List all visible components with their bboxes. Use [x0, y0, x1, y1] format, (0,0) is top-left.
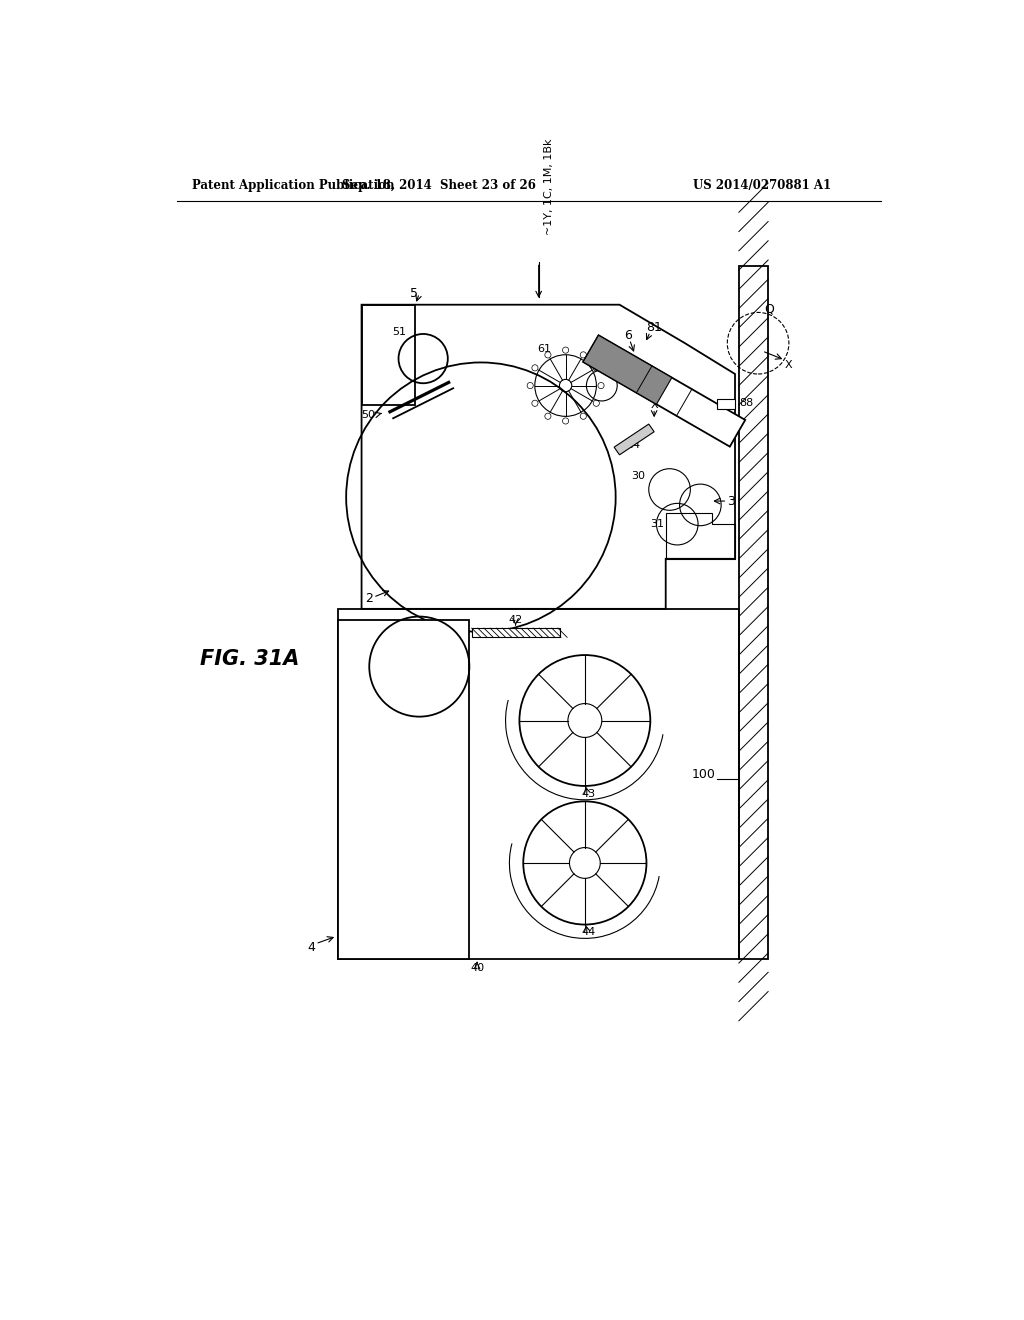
Text: 41: 41: [369, 693, 383, 702]
Bar: [339, 620, 469, 960]
Text: 61: 61: [538, 345, 552, 354]
Text: ~1Y, 1C, 1M, 1Bk: ~1Y, 1C, 1M, 1Bk: [544, 139, 554, 235]
Circle shape: [581, 413, 587, 420]
Bar: [472, 628, 560, 638]
Circle shape: [531, 364, 538, 371]
Circle shape: [545, 413, 551, 420]
Text: 6: 6: [624, 329, 632, 342]
Text: FIG. 31A: FIG. 31A: [201, 649, 300, 669]
Circle shape: [562, 418, 568, 424]
Text: 30: 30: [631, 471, 645, 480]
Text: 40: 40: [470, 964, 484, 973]
Circle shape: [531, 400, 538, 407]
Text: 100: 100: [692, 768, 716, 781]
Circle shape: [593, 400, 599, 407]
Text: 88: 88: [739, 399, 753, 408]
Text: X: X: [785, 360, 793, 370]
Polygon shape: [583, 335, 672, 404]
Text: 31: 31: [650, 519, 665, 529]
Polygon shape: [717, 399, 735, 409]
Text: 60: 60: [597, 347, 611, 358]
Circle shape: [593, 364, 599, 371]
Text: 42: 42: [509, 615, 522, 626]
Text: 4: 4: [307, 941, 315, 954]
Text: Sep. 18, 2014  Sheet 23 of 26: Sep. 18, 2014 Sheet 23 of 26: [342, 178, 536, 191]
Text: Q: Q: [765, 302, 774, 315]
Text: 81: 81: [646, 321, 663, 334]
Circle shape: [581, 352, 587, 358]
Bar: [339, 609, 739, 960]
Text: Patent Application Publication: Patent Application Publication: [193, 178, 394, 191]
Circle shape: [545, 352, 551, 358]
Polygon shape: [583, 335, 745, 446]
Text: 3: 3: [727, 495, 735, 508]
Text: 51: 51: [392, 326, 407, 337]
Circle shape: [527, 383, 534, 388]
Text: US 2014/0270881 A1: US 2014/0270881 A1: [692, 178, 830, 191]
Circle shape: [562, 347, 568, 354]
Text: 63: 63: [705, 417, 718, 426]
Text: 2: 2: [366, 593, 373, 606]
Text: 5: 5: [410, 286, 418, 300]
Circle shape: [598, 383, 604, 388]
Text: 44: 44: [582, 927, 596, 937]
Text: 50: 50: [361, 409, 376, 420]
Text: 64: 64: [627, 440, 640, 450]
Polygon shape: [614, 424, 654, 455]
Text: X: X: [650, 400, 658, 409]
Text: 43: 43: [582, 788, 596, 799]
Bar: [739, 267, 768, 960]
